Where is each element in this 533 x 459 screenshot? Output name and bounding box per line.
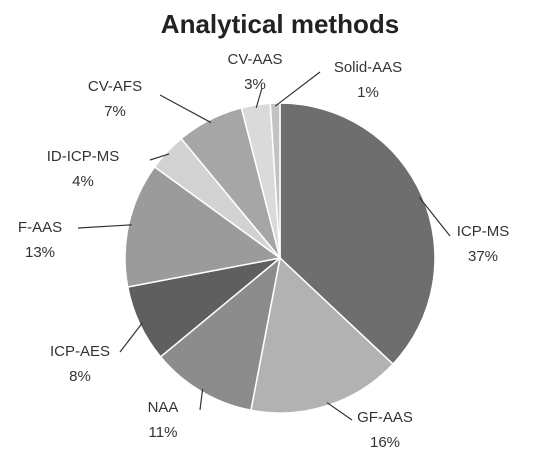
slice-value: 16% <box>370 434 400 451</box>
pie-slice <box>250 256 395 414</box>
slice-label: F-AAS <box>18 219 62 236</box>
leader-line <box>199 388 204 411</box>
slice-value: 7% <box>104 103 126 120</box>
slice-label: ID-ICP-MS <box>47 148 120 165</box>
slice-label: ICP-MS <box>457 223 510 240</box>
slice-value: 11% <box>149 424 178 441</box>
chart-title: Analytical methods <box>161 9 399 39</box>
leader-line <box>159 94 212 124</box>
slice-label: GF-AAS <box>357 409 413 426</box>
slice-label: NAA <box>148 399 179 416</box>
leader-line <box>419 197 451 237</box>
slice-value: 1% <box>357 84 379 101</box>
slice-label: Solid-AAS <box>334 59 402 76</box>
pie-slice <box>159 256 282 412</box>
leader-line <box>274 71 321 107</box>
slice-label: CV-AFS <box>88 78 142 95</box>
slice-label: ICP-AES <box>50 343 110 360</box>
pie-slice <box>124 165 282 288</box>
slice-value: 3% <box>244 76 266 93</box>
leader-line <box>255 87 263 109</box>
slice-value: 4% <box>72 173 94 190</box>
slice-value: 13% <box>25 244 55 261</box>
pie-slice <box>279 102 436 366</box>
slice-value: 8% <box>69 368 91 385</box>
leader-line <box>149 153 170 161</box>
leader-line <box>77 224 132 229</box>
slice-label: CV-AAS <box>227 51 282 68</box>
leader-line <box>119 322 143 353</box>
leader-line <box>326 402 353 421</box>
slice-value: 37% <box>468 248 498 265</box>
